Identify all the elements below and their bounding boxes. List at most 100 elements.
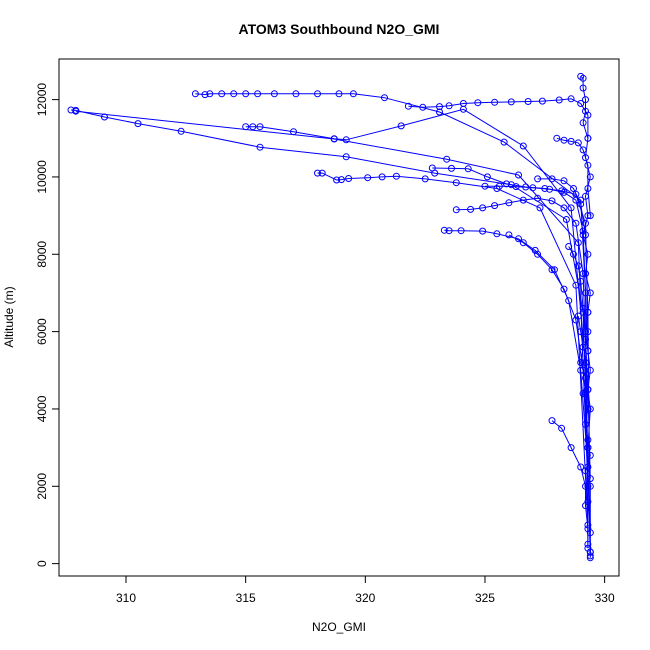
series-10 <box>505 231 592 452</box>
series-line <box>485 185 589 351</box>
data-point <box>318 169 326 177</box>
data-point <box>560 177 568 185</box>
data-point <box>579 231 587 239</box>
data-point <box>586 482 594 490</box>
chart-title: ATOM3 Southbound N2O_GMI <box>239 21 440 37</box>
data-point <box>567 137 575 145</box>
data-point <box>579 390 587 397</box>
data-point <box>493 230 501 238</box>
series-line <box>75 110 589 487</box>
data-point <box>483 173 491 181</box>
data-point <box>67 106 75 114</box>
data-point <box>579 84 587 92</box>
x-tick-label: 310 <box>116 591 136 605</box>
data-point <box>586 548 594 556</box>
data-point <box>579 74 587 82</box>
series-layer <box>67 72 594 562</box>
data-point <box>452 206 460 214</box>
data-point <box>567 204 575 212</box>
series-7 <box>452 194 592 413</box>
data-point <box>397 122 405 130</box>
data-point <box>562 216 570 223</box>
data-point <box>249 123 257 131</box>
data-point <box>459 100 467 107</box>
data-point <box>314 90 321 98</box>
data-point <box>565 243 573 250</box>
y-axis: 0 2000 4000 6000 8000 10000 12000 <box>35 83 60 567</box>
data-point <box>548 175 556 183</box>
data-point <box>493 185 501 192</box>
data-point <box>428 164 436 172</box>
data-point <box>333 176 341 184</box>
data-point <box>177 127 185 135</box>
data-point <box>436 108 443 116</box>
data-point <box>577 100 585 107</box>
series-line <box>317 172 589 526</box>
data-point <box>474 99 482 107</box>
data-point <box>584 482 592 490</box>
data-point <box>452 179 460 187</box>
series-14 <box>565 243 594 483</box>
series-line <box>408 98 589 139</box>
data-point <box>567 444 575 452</box>
series-5 <box>404 95 592 142</box>
data-point <box>314 169 321 177</box>
data-point <box>586 529 594 537</box>
series-line <box>577 316 591 533</box>
series-15 <box>534 175 594 556</box>
series-line <box>568 246 591 479</box>
data-point <box>577 359 585 366</box>
data-point <box>505 231 513 239</box>
series-6 <box>440 226 592 471</box>
x-tick-label: 325 <box>475 591 495 605</box>
data-point <box>419 103 427 111</box>
data-point <box>330 135 338 143</box>
series-line <box>245 108 591 556</box>
data-point <box>574 139 582 147</box>
data-point <box>574 312 582 320</box>
data-point <box>572 281 580 289</box>
data-point <box>345 175 353 182</box>
data-point <box>586 212 594 220</box>
data-point <box>570 185 577 192</box>
data-point <box>512 183 520 191</box>
data-point <box>584 386 592 394</box>
data-point <box>491 202 499 210</box>
data-point <box>584 405 592 413</box>
x-tick-label: 330 <box>595 591 615 605</box>
data-point <box>505 199 513 207</box>
data-point <box>577 463 585 471</box>
data-point <box>254 90 262 98</box>
data-point <box>584 212 592 220</box>
data-point <box>570 250 577 258</box>
series-16 <box>574 312 594 537</box>
data-point <box>577 277 585 285</box>
data-point <box>404 102 412 110</box>
data-point <box>381 94 388 102</box>
data-point <box>586 451 594 459</box>
data-point <box>534 250 542 258</box>
y-tick-label: 12000 <box>35 83 49 117</box>
data-point <box>448 164 455 172</box>
data-point <box>445 102 453 110</box>
y-tick-label: 0 <box>35 560 49 567</box>
series-2 <box>72 107 592 490</box>
data-point <box>579 119 587 127</box>
x-axis-label: N2O_GMI <box>312 620 366 634</box>
y-tick-label: 4000 <box>35 395 49 422</box>
data-point <box>555 96 563 104</box>
data-point <box>392 172 400 180</box>
data-point <box>586 173 594 181</box>
data-point <box>582 192 589 200</box>
data-point <box>292 90 300 98</box>
data-point <box>242 123 250 131</box>
data-point <box>256 123 264 131</box>
plot-frame <box>58 58 620 577</box>
data-point <box>574 262 582 270</box>
series-line <box>537 178 591 553</box>
data-point <box>548 417 556 425</box>
data-point <box>534 194 542 202</box>
data-point <box>577 366 585 374</box>
data-point <box>584 436 592 444</box>
data-point <box>548 197 556 205</box>
